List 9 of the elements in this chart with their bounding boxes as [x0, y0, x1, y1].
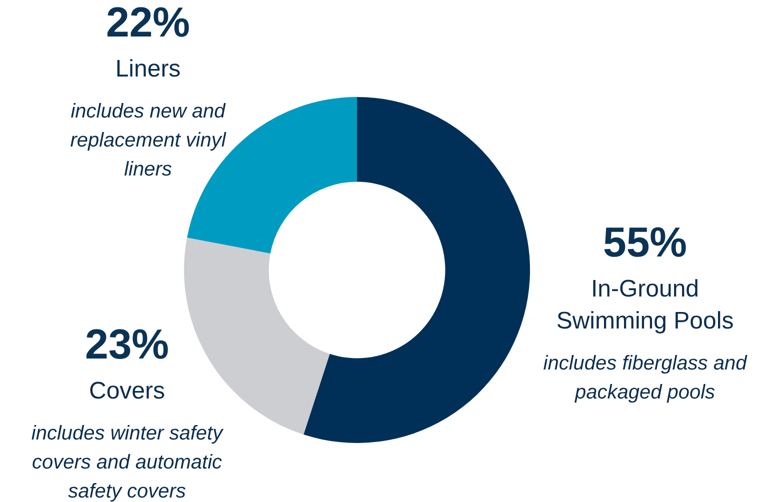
data-label: 22%	[106, 0, 190, 46]
text: includes winter safety covers and automatic safety covers	[31, 422, 224, 502]
slice-label: In-Ground Swimming Pools	[556, 276, 734, 335]
data-label: 23%	[84, 320, 170, 368]
slice-label: Liners	[115, 56, 181, 83]
text: includes fiberglass and packaged pools	[543, 352, 748, 404]
slice-label: Covers	[88, 378, 166, 405]
text: includes new and replacement vinyl liners	[70, 100, 226, 181]
data-label: 55%	[602, 218, 688, 266]
